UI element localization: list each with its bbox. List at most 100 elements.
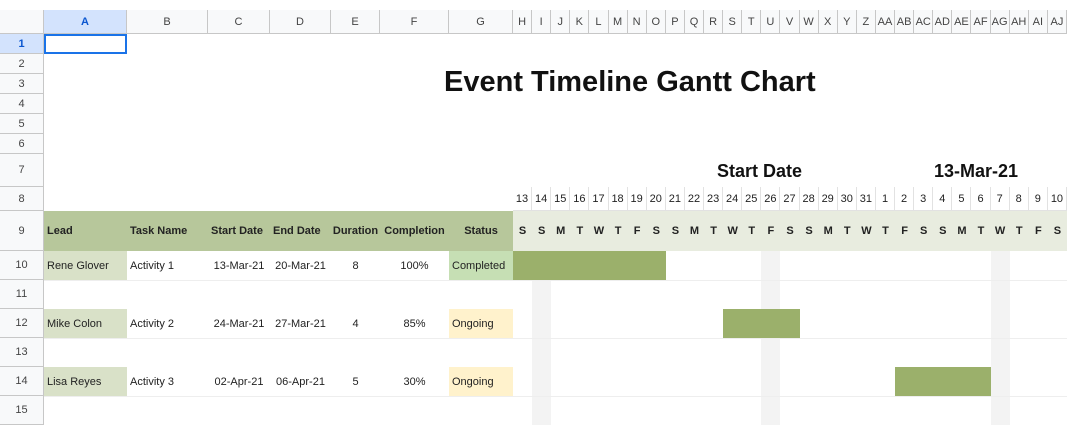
- column-header[interactable]: G: [449, 10, 513, 34]
- column-header[interactable]: P: [665, 10, 685, 34]
- column-header[interactable]: AG: [990, 10, 1010, 34]
- date-cell: 22: [684, 187, 705, 211]
- table-cell: Lisa Reyes: [44, 367, 127, 396]
- column-header[interactable]: M: [608, 10, 628, 34]
- row-header[interactable]: 15: [0, 396, 44, 425]
- column-header[interactable]: Q: [684, 10, 705, 34]
- table-header: Start Date: [211, 225, 263, 237]
- date-cell: 29: [818, 187, 838, 211]
- table-header: End Date: [273, 225, 321, 237]
- date-cell: 8: [1009, 187, 1029, 211]
- column-header[interactable]: AC: [914, 10, 934, 34]
- column-header[interactable]: AH: [1009, 10, 1029, 34]
- date-cell: 1: [875, 187, 896, 211]
- column-header[interactable]: J: [551, 10, 571, 34]
- weekday-cell: S: [805, 225, 813, 237]
- date-cell: 14: [532, 187, 552, 211]
- weekday-cell: M: [823, 225, 833, 237]
- column-header[interactable]: AI: [1028, 10, 1048, 34]
- date-cell: 30: [837, 187, 857, 211]
- column-header[interactable]: A: [44, 10, 127, 34]
- date-cell: 5: [952, 187, 972, 211]
- table-cell: 13-Mar-21: [213, 259, 265, 272]
- column-header[interactable]: E: [331, 10, 380, 34]
- column-header[interactable]: Z: [856, 10, 876, 34]
- date-cell: 6: [971, 187, 991, 211]
- start-label: Start Date: [717, 161, 803, 181]
- table-cell: 100%: [400, 259, 429, 272]
- row-header[interactable]: 10: [0, 251, 44, 280]
- column-header[interactable]: V: [780, 10, 800, 34]
- weekday-cell: T: [710, 225, 717, 237]
- gantt-bar: [513, 251, 666, 280]
- date-cell: 25: [742, 187, 762, 211]
- column-header[interactable]: AD: [933, 10, 953, 34]
- weekday-cell: T: [614, 225, 622, 237]
- column-header[interactable]: W: [799, 10, 819, 34]
- column-header[interactable]: N: [627, 10, 647, 34]
- column-header[interactable]: T: [742, 10, 762, 34]
- column-header[interactable]: H: [513, 10, 533, 34]
- date-cell: 28: [799, 187, 819, 211]
- column-header[interactable]: AF: [971, 10, 991, 34]
- row-header[interactable]: 8: [0, 187, 44, 211]
- date-cell: 26: [761, 187, 781, 211]
- table-cell: 4: [352, 317, 359, 330]
- row-header[interactable]: 13: [0, 338, 44, 367]
- row-header[interactable]: 7: [0, 154, 44, 187]
- row-header[interactable]: 9: [0, 211, 44, 251]
- table-header: Duration: [332, 225, 379, 237]
- table-header: Completion: [384, 225, 445, 237]
- title: Event Timeline Gantt Chart: [444, 66, 816, 98]
- row-header[interactable]: 14: [0, 367, 44, 396]
- column-header[interactable]: S: [723, 10, 743, 34]
- row-header[interactable]: 2: [0, 54, 44, 74]
- column-header[interactable]: L: [589, 10, 609, 34]
- weekday-cell: S: [518, 225, 527, 237]
- table-cell: Completed: [449, 251, 513, 280]
- date-cell: 15: [551, 187, 571, 211]
- row-header[interactable]: 11: [0, 280, 44, 309]
- column-header[interactable]: F: [380, 10, 449, 34]
- date-cell: 20: [646, 187, 666, 211]
- row-header[interactable]: 3: [0, 74, 44, 94]
- selected-cell[interactable]: [44, 34, 127, 54]
- column-header[interactable]: K: [570, 10, 590, 34]
- row-header[interactable]: 5: [0, 114, 44, 134]
- column-header[interactable]: AB: [895, 10, 915, 34]
- column-header[interactable]: AA: [875, 10, 896, 34]
- table-cell: Activity 2: [130, 317, 175, 330]
- table-cell: 5: [352, 375, 359, 388]
- table-cell: Activity 3: [130, 375, 175, 388]
- column-header[interactable]: C: [208, 10, 270, 34]
- header-band: [44, 211, 513, 251]
- row-header[interactable]: 4: [0, 94, 44, 114]
- column-header[interactable]: X: [818, 10, 838, 34]
- row-header[interactable]: 1: [0, 34, 44, 54]
- row-header[interactable]: 6: [0, 134, 44, 154]
- column-header[interactable]: O: [646, 10, 666, 34]
- corner: [0, 10, 44, 34]
- table-cell: 24-Mar-21: [213, 317, 265, 330]
- date-cell: 9: [1028, 187, 1048, 211]
- weekday-cell: M: [689, 225, 700, 237]
- column-header[interactable]: AJ: [1047, 10, 1067, 34]
- column-header[interactable]: U: [761, 10, 781, 34]
- weekday-cell: M: [957, 225, 967, 237]
- column-header[interactable]: Y: [837, 10, 857, 34]
- date-cell: 7: [990, 187, 1010, 211]
- column-header[interactable]: B: [127, 10, 208, 34]
- weekday-cell: T: [843, 225, 851, 237]
- weekday-cell: S: [671, 225, 680, 237]
- row-header[interactable]: 12: [0, 309, 44, 338]
- weekday-cell: W: [727, 225, 738, 237]
- column-header[interactable]: I: [532, 10, 552, 34]
- table-cell: Mike Colon: [44, 309, 127, 338]
- date-cell: 31: [856, 187, 876, 211]
- weekday-cell: F: [767, 225, 775, 237]
- column-header[interactable]: R: [704, 10, 724, 34]
- table-cell: Rene Glover: [44, 251, 127, 280]
- column-header[interactable]: AE: [952, 10, 972, 34]
- column-header[interactable]: D: [270, 10, 331, 34]
